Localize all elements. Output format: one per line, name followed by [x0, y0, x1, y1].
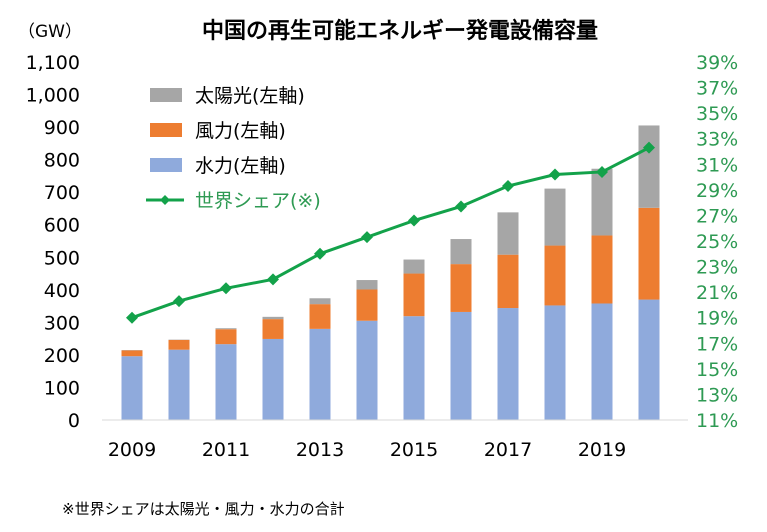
x-tick-label: 2019	[578, 439, 626, 461]
share-point-2015	[408, 214, 420, 227]
y-right-tick-label: 11%	[696, 410, 738, 432]
y-right-tick-label: 39%	[696, 52, 738, 74]
share-point-2016	[455, 200, 467, 213]
bar-太陽光(左軸)-2012	[262, 316, 284, 320]
y-left-tick-label: 100	[44, 377, 80, 399]
bar-風力(左軸)-2019	[591, 235, 613, 304]
chart-title: 中国の再生可能エネルギー発電設備容量	[202, 18, 598, 44]
legend-label: 風力(左軸)	[195, 120, 286, 142]
x-tick-label: 2013	[296, 439, 344, 461]
legend-label: 世界シェア(※)	[195, 190, 321, 212]
y-right-tick-label: 27%	[696, 205, 738, 227]
bar-太陽光(左軸)-2015	[403, 259, 425, 274]
bar-水力(左軸)-2016	[450, 311, 472, 420]
y-left-tick-label: 0	[68, 410, 80, 432]
y-right-tick-label: 37%	[696, 78, 738, 100]
bar-太陽光(左軸)-2011	[215, 328, 237, 330]
bar-風力(左軸)-2011	[215, 329, 237, 345]
share-point-2014	[361, 231, 373, 244]
bar-太陽光(左軸)-2020	[638, 125, 660, 208]
legend: 太陽光(左軸) 風力(左軸) 水力(左軸) 世界シェア(※)	[146, 85, 321, 212]
bar-水力(左軸)-2009	[121, 356, 143, 420]
x-tick-label: 2017	[484, 439, 532, 461]
x-tick-label: 2009	[108, 439, 156, 461]
legend-label: 水力(左軸)	[195, 155, 286, 177]
bar-水力(左軸)-2012	[262, 338, 284, 420]
share-point-2018	[549, 168, 561, 181]
bar-水力(左軸)-2013	[309, 328, 331, 420]
bar-水力(左軸)-2017	[497, 308, 519, 420]
bar-風力(左軸)-2009	[121, 350, 143, 357]
legend-swatch	[150, 88, 182, 102]
bar-太陽光(左軸)-2014	[356, 280, 378, 290]
share-point-2010	[173, 295, 185, 308]
y-right-tick-label: 31%	[696, 154, 738, 176]
bar-風力(左軸)-2016	[450, 264, 472, 312]
chart-unit: （GW）	[18, 22, 82, 42]
bar-風力(左軸)-2014	[356, 289, 378, 321]
y-left-tick-label: 900	[44, 117, 80, 139]
bar-風力(左軸)-2018	[544, 245, 566, 306]
share-point-2009	[126, 311, 138, 324]
y-left-tick-label: 600	[44, 215, 80, 237]
bar-風力(左軸)-2015	[403, 273, 425, 317]
share-point-2019	[596, 165, 608, 178]
y-right-tick-label: 29%	[696, 180, 738, 202]
bar-水力(左軸)-2018	[544, 305, 566, 420]
bar-太陽光(左軸)-2013	[309, 298, 331, 305]
y-right-tick-label: 25%	[696, 231, 738, 253]
bar-太陽光(左軸)-2018	[544, 188, 566, 246]
line-layer	[126, 141, 655, 324]
y-left-tick-label: 200	[44, 345, 80, 367]
y-right-tick-label: 35%	[696, 103, 738, 125]
y-right-tick-label: 13%	[696, 384, 738, 406]
share-point-2013	[314, 247, 326, 260]
legend-label: 太陽光(左軸)	[195, 85, 305, 107]
axes-layer: 0 100 200 300 400 500 600 700 800 900 1,000 1,100 11…	[26, 52, 739, 461]
y-right-tick-label: 33%	[696, 129, 738, 151]
bar-風力(左軸)-2013	[309, 304, 331, 329]
bar-風力(左軸)-2017	[497, 254, 519, 309]
bar-風力(左軸)-2020	[638, 207, 660, 300]
bar-水力(左軸)-2019	[591, 303, 613, 420]
bar-風力(左軸)-2010	[168, 339, 190, 350]
x-tick-label: 2015	[390, 439, 438, 461]
y-right-tick-label: 23%	[696, 257, 738, 279]
bars-layer	[121, 125, 660, 420]
y-right-tick-label: 21%	[696, 282, 738, 304]
bar-太陽光(左軸)-2017	[497, 212, 519, 255]
bar-水力(左軸)-2020	[638, 299, 660, 420]
y-left-tick-label: 1,000	[26, 85, 80, 107]
y-left-tick-label: 300	[44, 312, 80, 334]
y-left-tick-label: 500	[44, 247, 80, 269]
y-left-tick-label: 700	[44, 182, 80, 204]
legend-swatch-marker	[160, 195, 170, 205]
bar-水力(左軸)-2011	[215, 344, 237, 420]
share-point-2020	[643, 141, 655, 154]
share-line	[131, 146, 650, 320]
y-right-tick-label: 17%	[696, 333, 738, 355]
bar-水力(左軸)-2014	[356, 320, 378, 420]
bar-太陽光(左軸)-2019	[591, 168, 613, 236]
legend-swatch	[150, 123, 182, 137]
bar-風力(左軸)-2012	[262, 319, 284, 339]
footnote: ※世界シェアは太陽光・風力・水力の合計	[62, 500, 345, 518]
share-point-2012	[267, 273, 279, 286]
y-left-tick-label: 800	[44, 150, 80, 172]
share-point-2011	[220, 282, 232, 295]
y-right-tick-label: 15%	[696, 359, 738, 381]
x-tick-label: 2011	[202, 439, 250, 461]
y-left-tick-label: 1,100	[26, 52, 80, 74]
share-point-2017	[502, 180, 514, 193]
bar-水力(左軸)-2010	[168, 349, 190, 420]
bar-太陽光(左軸)-2016	[450, 239, 472, 265]
legend-swatch	[150, 158, 182, 172]
bar-水力(左軸)-2015	[403, 316, 425, 420]
y-left-tick-label: 400	[44, 280, 80, 302]
y-right-tick-label: 19%	[696, 308, 738, 330]
